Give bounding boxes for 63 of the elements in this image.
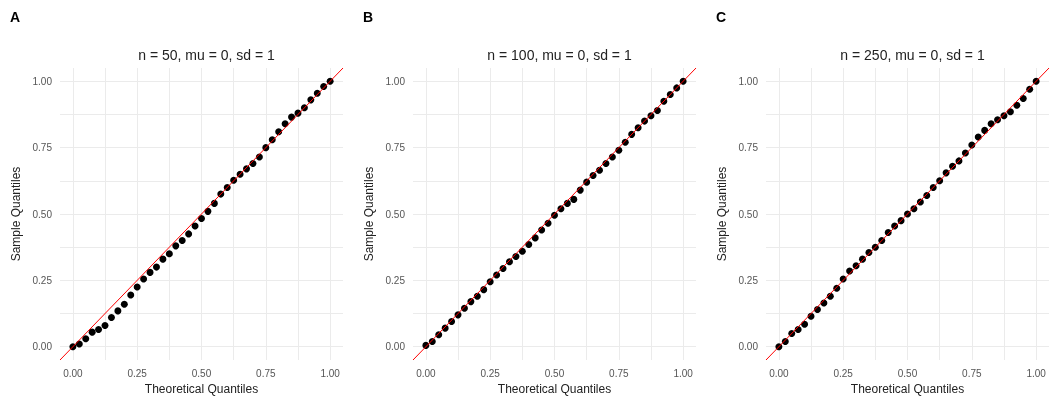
y-tick-label: 0.00 bbox=[32, 341, 53, 353]
x-tick-label: 1.00 bbox=[673, 367, 694, 379]
y-axis-title: Sample Quantiles bbox=[361, 166, 376, 262]
chart-title: n = 100, mu = 0, sd = 1 bbox=[487, 47, 632, 63]
text: B bbox=[363, 9, 374, 25]
point bbox=[140, 275, 148, 283]
y-tick-label: 0.25 bbox=[32, 274, 53, 286]
y-tick-label: 1.00 bbox=[32, 75, 53, 87]
y-axis-title: Sample Quantiles bbox=[8, 166, 23, 262]
x-tick-label: 0.50 bbox=[897, 367, 918, 379]
point bbox=[88, 328, 96, 336]
y-tick-label: 1.00 bbox=[385, 75, 406, 87]
x-tick-label: 0.00 bbox=[416, 367, 437, 379]
point bbox=[146, 268, 154, 276]
y-tick-label: 0.00 bbox=[738, 341, 759, 353]
y-tick-label: 0.00 bbox=[385, 341, 406, 353]
point bbox=[107, 314, 115, 322]
x-tick-label: 0.75 bbox=[256, 367, 276, 379]
y-tick-label: 0.75 bbox=[32, 142, 53, 154]
point bbox=[152, 263, 160, 271]
x-tick-label: 1.00 bbox=[1026, 367, 1047, 379]
point bbox=[178, 237, 186, 245]
x-tick-label: 0.75 bbox=[609, 367, 629, 379]
point bbox=[981, 126, 989, 134]
x-tick-label: 0.25 bbox=[127, 367, 148, 379]
point bbox=[133, 283, 141, 291]
point bbox=[127, 291, 135, 299]
x-tick-label: 0.25 bbox=[833, 367, 854, 379]
y-tick-label: 0.25 bbox=[738, 274, 759, 286]
y-tick-label: 0.25 bbox=[385, 274, 406, 286]
point bbox=[114, 307, 122, 315]
x-tick-label: 1.00 bbox=[320, 367, 341, 379]
text: A bbox=[10, 9, 21, 25]
point bbox=[172, 242, 180, 250]
x-axis-title: Theoretical Quantiles bbox=[497, 381, 612, 396]
y-tick-label: 0.50 bbox=[738, 208, 759, 220]
point bbox=[101, 321, 109, 329]
x-tick-label: 0.75 bbox=[962, 367, 982, 379]
x-tick-label: 0.50 bbox=[191, 367, 212, 379]
point bbox=[570, 195, 578, 203]
chart-title: n = 250, mu = 0, sd = 1 bbox=[840, 47, 985, 63]
point bbox=[185, 230, 193, 238]
x-tick-label: 0.00 bbox=[769, 367, 790, 379]
chart-title: n = 50, mu = 0, sd = 1 bbox=[138, 47, 276, 63]
y-tick-label: 0.50 bbox=[385, 208, 406, 220]
point bbox=[82, 335, 90, 343]
point bbox=[801, 320, 809, 328]
x-tick-label: 0.00 bbox=[63, 367, 84, 379]
point bbox=[159, 255, 167, 263]
text: C bbox=[716, 9, 727, 25]
y-tick-label: 0.75 bbox=[385, 142, 406, 154]
x-axis-title: Theoretical Quantiles bbox=[850, 381, 965, 396]
y-tick-label: 0.50 bbox=[32, 208, 53, 220]
x-tick-label: 0.50 bbox=[544, 367, 565, 379]
point bbox=[165, 250, 173, 258]
y-axis-title: Sample Quantiles bbox=[714, 166, 729, 262]
x-axis-title: Theoretical Quantiles bbox=[144, 381, 259, 396]
x-tick-label: 0.25 bbox=[480, 367, 501, 379]
point bbox=[120, 300, 128, 308]
point bbox=[95, 325, 103, 333]
point bbox=[1019, 95, 1027, 103]
y-tick-label: 0.75 bbox=[738, 142, 759, 154]
y-tick-label: 1.00 bbox=[738, 75, 759, 87]
